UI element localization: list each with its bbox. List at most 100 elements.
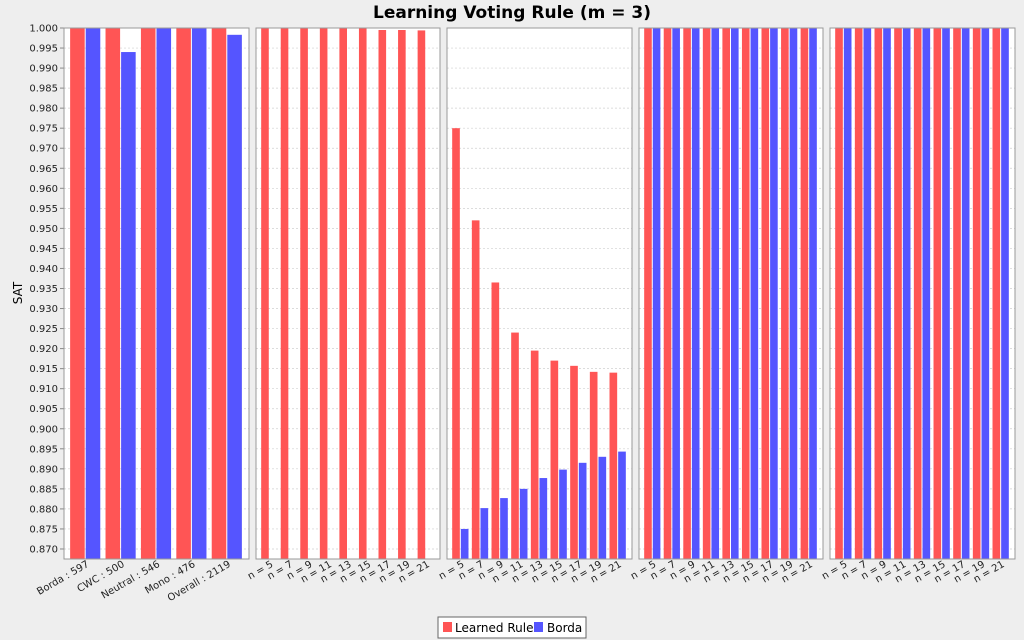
y-axis-ticks: 0.870 0.875 0.880 0.885 0.890 0.895 0.900 0.905…: [29, 24, 64, 555]
y-tick-label: 0.965: [29, 164, 58, 175]
bar-borda: [618, 451, 626, 559]
panel-5: n = 5n = 7n = 9n = 11n = 13n = 15n = 17n…: [820, 27, 1016, 586]
y-tick-label: 0.990: [29, 64, 58, 75]
bar-borda: [1001, 28, 1009, 559]
y-axis-label: SAT: [11, 281, 25, 304]
bar-borda: [559, 469, 567, 559]
bar-learned-rule: [550, 360, 559, 559]
panel-border: [829, 27, 1016, 560]
y-tick-label: 0.890: [29, 464, 58, 475]
y-tick-label: 0.920: [29, 344, 58, 355]
y-tick-label: 0.925: [29, 324, 58, 335]
bar-learned-rule: [471, 220, 480, 560]
bar-learned-rule: [722, 28, 730, 559]
bar-borda: [691, 28, 700, 559]
bar-learned-rule: [378, 30, 387, 559]
bar-learned-rule: [644, 28, 652, 559]
bar-learned-rule: [953, 28, 961, 559]
bar-borda: [961, 28, 970, 559]
y-tick-label: 0.960: [29, 184, 58, 195]
bar-borda: [942, 28, 950, 559]
bar-borda: [981, 28, 990, 559]
x-tick-label: Overall : 2119: [166, 559, 233, 604]
bar-learned-rule: [835, 28, 843, 559]
bar-borda: [711, 28, 720, 559]
bar-learned-rule: [874, 28, 883, 559]
bar-borda: [652, 28, 661, 559]
bar-learned-rule: [570, 365, 578, 559]
bar-borda: [227, 34, 242, 560]
panel-border: [446, 27, 633, 560]
bar-borda: [578, 462, 587, 559]
bar-learned-rule: [530, 350, 539, 559]
bar-borda: [770, 28, 778, 559]
bar-borda: [539, 478, 548, 559]
bar-learned-rule: [992, 28, 1001, 559]
legend-label-learned-rule: Learned Rule: [455, 621, 533, 635]
bar-borda: [598, 456, 607, 559]
bar-borda: [519, 488, 528, 559]
bar-borda: [460, 528, 469, 559]
y-tick-label: 0.970: [29, 144, 58, 155]
y-tick-label: 0.880: [29, 504, 58, 515]
bar-learned-rule: [511, 332, 519, 559]
bar-borda: [731, 28, 739, 559]
bar-borda: [843, 28, 852, 559]
y-tick-label: 0.955: [29, 204, 58, 215]
y-tick-label: 0.995: [29, 44, 58, 55]
bar-learned-rule: [339, 28, 347, 559]
bar-learned-rule: [609, 372, 618, 559]
y-tick-label: 0.875: [29, 524, 58, 535]
panel-3: n = 5n = 7n = 9n = 11n = 13n = 15n = 17n…: [437, 27, 633, 586]
bar-learned-rule: [176, 28, 191, 559]
legend-box: [437, 616, 587, 639]
bar-learned-rule: [761, 28, 770, 559]
bar-learned-rule: [261, 28, 269, 559]
bar-learned-rule: [894, 28, 902, 559]
bar-learned-rule: [398, 30, 406, 559]
chart-title: Learning Voting Rule (m = 3): [373, 3, 651, 23]
bar-borda: [85, 28, 101, 559]
y-tick-label: 0.915: [29, 364, 58, 375]
bar-learned-rule: [702, 28, 711, 559]
y-tick-label: 0.945: [29, 244, 58, 255]
bar-learned-rule: [358, 28, 367, 559]
bar-learned-rule: [913, 28, 922, 559]
bar-borda: [750, 28, 759, 559]
bar-learned-rule: [683, 28, 691, 559]
bar-learned-rule: [933, 28, 942, 559]
y-tick-label: 0.905: [29, 404, 58, 415]
legend-swatch-learned-rule: [443, 622, 452, 632]
bar-borda: [191, 28, 207, 559]
bar-borda: [863, 28, 872, 559]
panel-4: n = 5n = 7n = 9n = 11n = 13n = 15n = 17n…: [629, 27, 824, 586]
bar-learned-rule: [800, 28, 809, 559]
bar-learned-rule: [140, 28, 156, 559]
y-tick-label: 0.975: [29, 124, 58, 135]
panel-2: n = 5n = 7n = 9n = 11n = 13n = 15n = 17n…: [246, 27, 441, 586]
legend-swatch-borda: [534, 622, 543, 632]
y-tick-label: 0.885: [29, 484, 58, 495]
y-tick-label: 0.870: [29, 544, 58, 555]
bar-borda: [500, 498, 508, 559]
bar-borda: [809, 28, 817, 559]
y-tick-label: 0.980: [29, 104, 58, 115]
bar-learned-rule: [452, 128, 460, 560]
bar-learned-rule: [105, 28, 121, 559]
bar-learned-rule: [741, 28, 750, 559]
y-tick-label: 0.900: [29, 424, 58, 435]
bar-learned-rule: [663, 28, 672, 559]
bar-borda: [121, 52, 136, 559]
legend[interactable]: Learned Rule Borda: [437, 616, 587, 639]
bar-learned-rule: [70, 28, 85, 559]
y-tick-label: 0.910: [29, 384, 58, 395]
legend-label-borda: Borda: [547, 621, 582, 635]
y-tick-label: 1.000: [29, 24, 58, 35]
bar-borda: [922, 28, 931, 559]
y-tick-label: 0.940: [29, 264, 58, 275]
y-tick-label: 0.950: [29, 224, 58, 235]
bar-learned-rule: [417, 30, 426, 559]
